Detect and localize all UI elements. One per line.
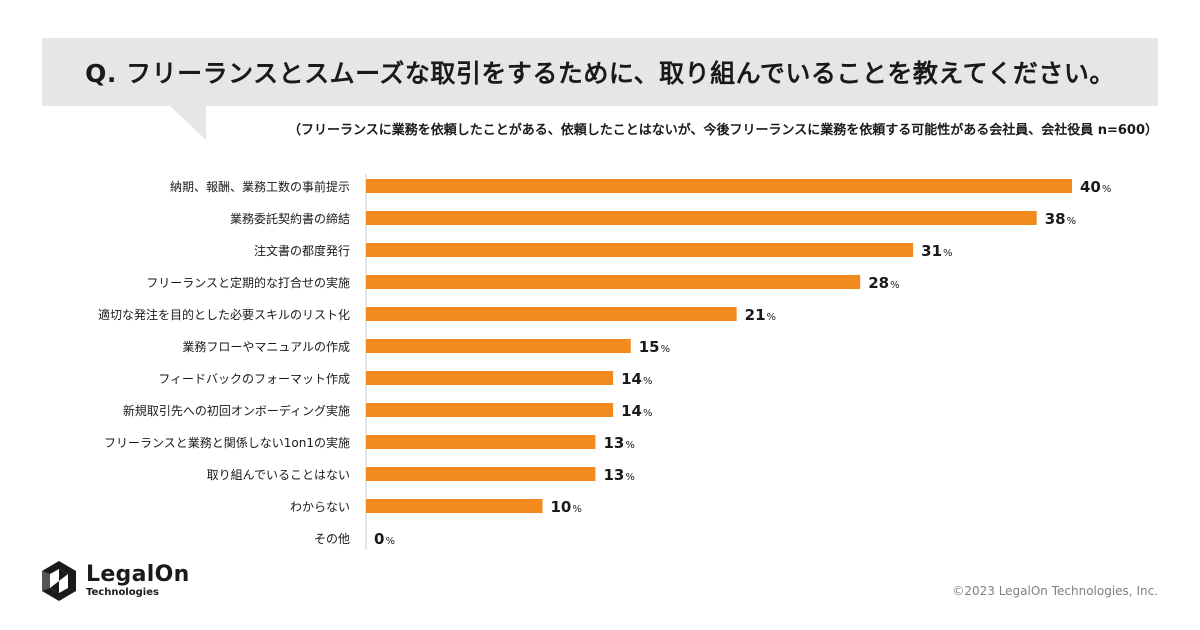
value-label: 0% [374, 530, 395, 548]
bar [366, 179, 1072, 193]
bar [366, 371, 614, 385]
value-label: 28% [868, 274, 899, 292]
category-label: 業務フローやマニュアルの作成 [182, 340, 350, 354]
category-label: フリーランスと業務と関係しない1on1の実施 [104, 435, 350, 450]
bar [366, 403, 614, 417]
bar [366, 211, 1037, 225]
category-label: 注文書の都度発行 [254, 243, 350, 258]
bar [366, 435, 596, 449]
value-label: 13% [603, 434, 634, 452]
bar [366, 243, 914, 257]
logo-mark-icon [42, 561, 76, 601]
value-label: 14% [621, 370, 652, 388]
bar [366, 467, 596, 481]
bar [366, 499, 543, 513]
category-label: フリーランスと定期的な打合せの実施 [146, 275, 350, 290]
value-label: 38% [1045, 210, 1076, 228]
value-label: 10% [551, 498, 582, 516]
bar [366, 339, 631, 353]
value-label: 40% [1080, 178, 1111, 196]
category-label: フィードバックのフォーマット作成 [158, 372, 350, 386]
category-label: その他 [314, 532, 350, 546]
category-label: 業務委託契約書の締結 [230, 211, 350, 226]
bar [366, 275, 861, 289]
sample-note: （フリーランスに業務を依頼したことがある、依頼したことはないが、今後フリーランス… [287, 123, 1158, 138]
logo-wordmark: LegalOn [86, 562, 190, 587]
company-logo: LegalOn Technologies [40, 560, 190, 602]
banner-pointer [170, 106, 206, 140]
copyright-text: ©2023 LegalOn Technologies, Inc. [952, 584, 1158, 598]
value-label: 14% [621, 402, 652, 420]
value-label: 31% [921, 242, 952, 260]
value-label: 13% [603, 466, 634, 484]
question-banner: Q. フリーランスとスムーズな取引をするために、取り組んでいることを教えてくださ… [42, 38, 1158, 106]
category-label: 適切な発注を目的とした必要スキルのリスト化 [98, 307, 350, 322]
value-label: 21% [745, 306, 776, 324]
question-title: Q. フリーランスとスムーズな取引をするために、取り組んでいることを教えてくださ… [85, 59, 1115, 88]
category-label: わからない [290, 500, 350, 514]
category-label: 納期、報酬、業務工数の事前提示 [170, 179, 350, 194]
category-label: 新規取引先への初回オンボーディング実施 [123, 403, 350, 418]
bar [366, 307, 737, 321]
category-label: 取り組んでいることはない [207, 468, 350, 482]
value-label: 15% [639, 338, 670, 356]
logo-subtext: Technologies [86, 587, 159, 598]
